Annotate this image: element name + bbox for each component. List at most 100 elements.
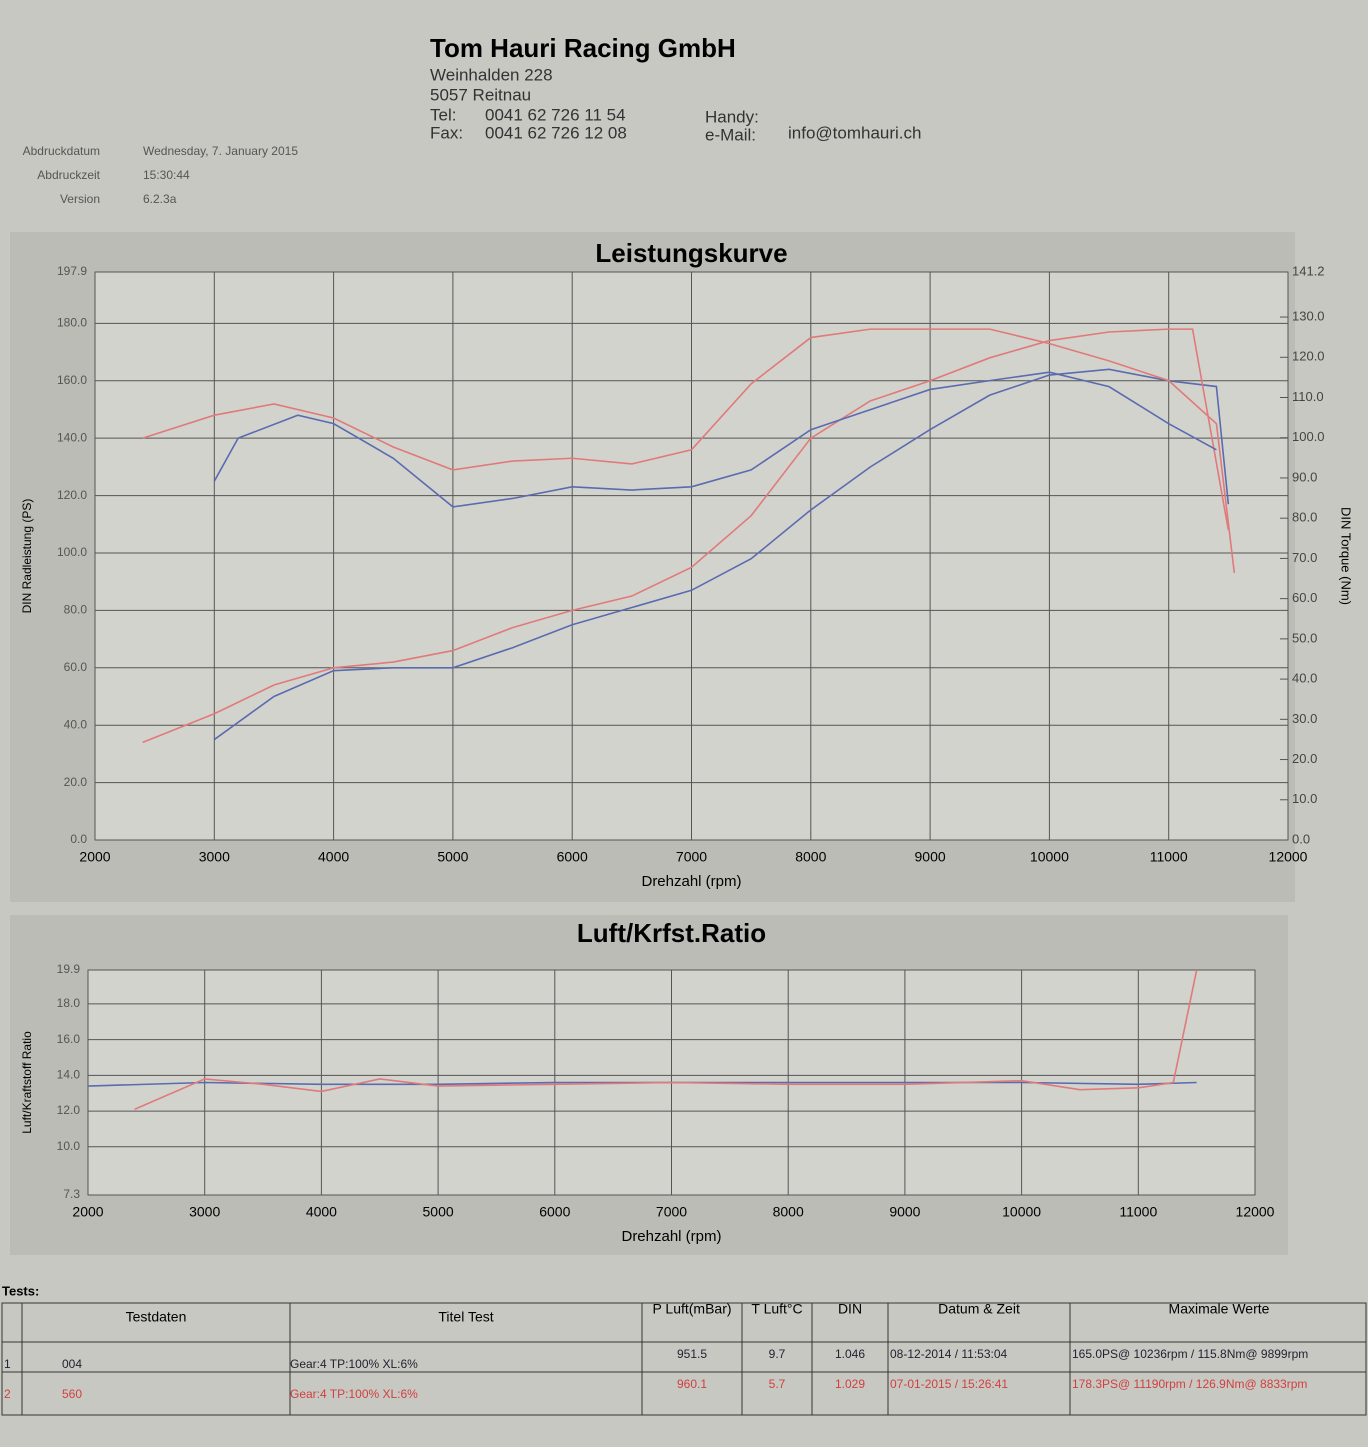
x-tick-label: 3000	[199, 849, 230, 865]
y-tick-label: 60.0	[64, 660, 88, 674]
data-line	[134, 969, 1198, 1111]
table-cell: 1.046	[835, 1347, 865, 1361]
table-header: DIN	[838, 1301, 862, 1317]
version: 6.2.3a	[143, 192, 177, 206]
x-axis-label: Drehzahl (rpm)	[621, 1228, 721, 1245]
x-tick-label: 3000	[189, 1204, 220, 1220]
table-header: Maximale Werte	[1169, 1301, 1270, 1317]
x-tick-label: 5000	[423, 1204, 454, 1220]
data-line	[142, 328, 1236, 573]
y2-tick-label: 70.0	[1292, 550, 1317, 565]
fax: 0041 62 726 12 08	[485, 123, 627, 142]
email: info@tomhauri.ch	[788, 123, 922, 142]
y2-axis-label: DIN Torque (Nm)	[1339, 507, 1354, 605]
print-time-label: Abdruckzeit	[37, 168, 100, 182]
table-header: P Luft(mBar)	[652, 1301, 731, 1317]
table-cell: 08-12-2014 / 11:53:04	[890, 1347, 1008, 1361]
chart-title: Leistungskurve	[595, 238, 787, 268]
y2-tick-label: 100.0	[1292, 429, 1325, 444]
y-tick-label: 100.0	[57, 545, 87, 559]
x-tick-label: 2000	[79, 849, 110, 865]
x-tick-label: 4000	[318, 849, 349, 865]
x-tick-label: 9000	[889, 1204, 920, 1220]
y2-tick-label: 30.0	[1292, 711, 1317, 726]
y-tick-label: 16.0	[57, 1032, 81, 1046]
table-cell: 178.3PS@ 11190rpm / 126.9Nm@ 8833rpm	[1072, 1377, 1307, 1391]
table-cell: Gear:4 TP:100% XL:6%	[290, 1387, 418, 1401]
table-cell: 07-01-2015 / 15:26:41	[890, 1377, 1008, 1391]
x-tick-label: 4000	[306, 1204, 337, 1220]
x-tick-label: 8000	[795, 849, 826, 865]
x-tick-label: 9000	[915, 849, 946, 865]
x-tick-label: 6000	[557, 849, 588, 865]
y-tick-label: 80.0	[64, 603, 88, 617]
y-tick-label: 10.0	[57, 1139, 81, 1153]
y-tick-label: 19.9	[57, 962, 81, 976]
y-tick-label: 0.0	[70, 832, 87, 846]
table-header: Testdaten	[126, 1309, 187, 1325]
y-axis-label: Luft/Kraftstoff Ratio	[20, 1031, 34, 1134]
y-tick-label: 197.9	[57, 264, 87, 278]
y2-tick-label: 0.0	[1292, 831, 1310, 846]
table-cell: 951.5	[677, 1347, 707, 1361]
x-axis-label: Drehzahl (rpm)	[641, 873, 741, 890]
table-cell: 560	[62, 1387, 82, 1401]
x-tick-label: 7000	[676, 849, 707, 865]
print-time: 15:30:44	[143, 168, 190, 182]
y-axis-label: DIN Radleistung (PS)	[20, 499, 34, 614]
x-tick-label: 5000	[437, 849, 468, 865]
y-tick-label: 7.3	[63, 1187, 80, 1201]
print-date-label: Abdruckdatum	[23, 144, 100, 158]
y2-tick-label: 50.0	[1292, 630, 1317, 645]
table-cell: 9.7	[769, 1347, 786, 1361]
data-line	[142, 328, 1230, 744]
chart-title: Luft/Krfst.Ratio	[577, 918, 766, 948]
company: Tom Hauri Racing GmbH	[430, 33, 736, 63]
fax-label: Fax:	[430, 123, 463, 142]
handy-label: Handy:	[705, 107, 759, 126]
tel-label: Tel:	[430, 105, 456, 124]
y2-tick-label: 60.0	[1292, 590, 1317, 605]
table-cell: 5.7	[769, 1377, 786, 1391]
y2-tick-label: 110.0	[1292, 389, 1324, 404]
email-label: e-Mail:	[705, 125, 756, 144]
table-cell: Gear:4 TP:100% XL:6%	[290, 1357, 418, 1371]
y-tick-label: 12.0	[57, 1103, 81, 1117]
x-tick-label: 11000	[1150, 849, 1188, 865]
y2-tick-label: 80.0	[1292, 510, 1317, 525]
y-tick-label: 160.0	[57, 373, 87, 387]
y-tick-label: 14.0	[57, 1068, 81, 1082]
table-cell: 960.1	[677, 1377, 707, 1391]
print-date: Wednesday, 7. January 2015	[143, 144, 298, 158]
y-tick-label: 180.0	[57, 316, 87, 330]
x-tick-label: 2000	[72, 1204, 103, 1220]
table-header: Titel Test	[438, 1309, 493, 1325]
table-cell: 004	[62, 1357, 82, 1371]
table-header: Datum & Zeit	[938, 1301, 1020, 1317]
y2-tick-label: 10.0	[1292, 791, 1317, 806]
y-tick-label: 40.0	[64, 717, 88, 731]
x-tick-label: 11000	[1119, 1204, 1157, 1220]
x-tick-label: 7000	[656, 1204, 687, 1220]
x-tick-label: 12000	[1269, 849, 1308, 865]
x-tick-label: 12000	[1236, 1204, 1275, 1220]
y2-tick-label: 20.0	[1292, 751, 1317, 766]
y2-tick-label: 40.0	[1292, 671, 1317, 686]
data-line	[213, 368, 1230, 741]
table-cell: 2	[4, 1387, 11, 1401]
version-label: Version	[60, 192, 100, 206]
x-tick-label: 8000	[773, 1204, 804, 1220]
street: Weinhalden 228	[430, 65, 553, 84]
y-tick-label: 120.0	[57, 488, 87, 502]
y-tick-label: 20.0	[64, 775, 88, 789]
data-line	[213, 371, 1217, 508]
table-border	[1, 1302, 1367, 1416]
y-tick-label: 18.0	[57, 996, 81, 1010]
city: 5057 Reitnau	[430, 85, 531, 104]
table-cell: 165.0PS@ 10236rpm / 115.8Nm@ 9899rpm	[1072, 1347, 1308, 1361]
y2-tick-label: 120.0	[1292, 349, 1325, 364]
table-cell: 1	[4, 1357, 11, 1371]
tel: 0041 62 726 11 54	[485, 105, 626, 124]
table-cell: 1.029	[835, 1377, 865, 1391]
